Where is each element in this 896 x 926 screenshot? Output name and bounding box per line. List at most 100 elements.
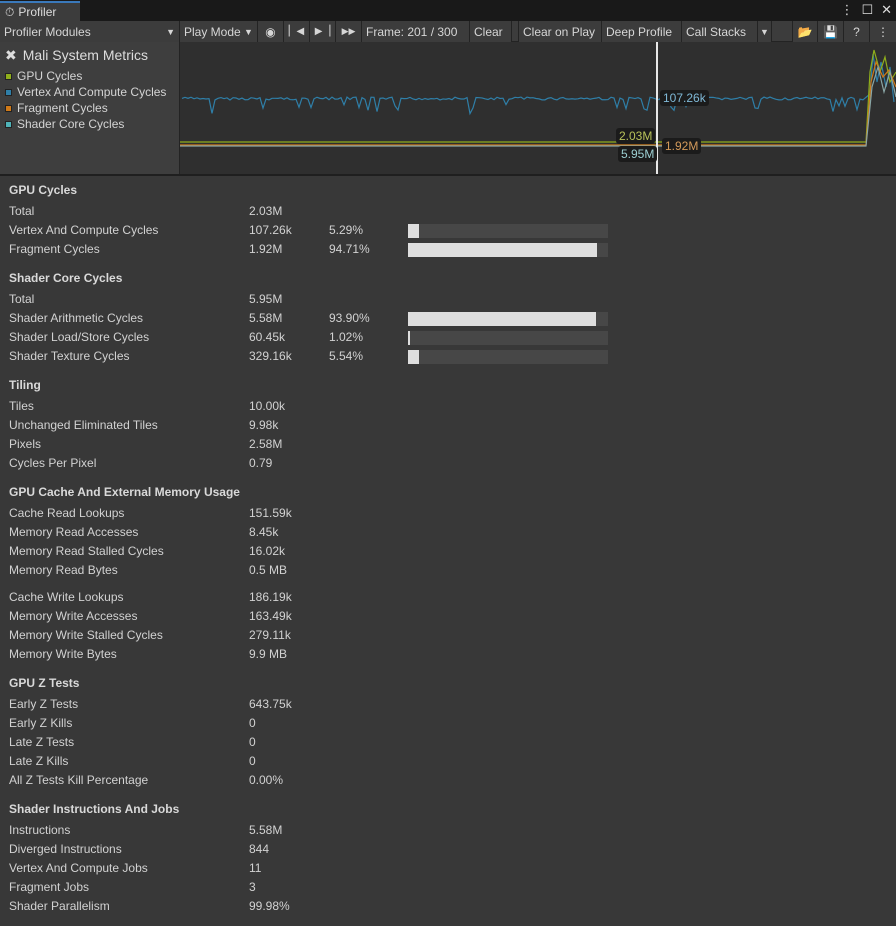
- metric-row: Total 2.03M: [0, 202, 896, 221]
- chevron-down-icon: ▼: [166, 26, 175, 37]
- deep-profile-toggle[interactable]: Deep Profile: [602, 21, 682, 42]
- metric-label: Cache Read Lookups: [9, 506, 125, 520]
- metric-percent: 93.90%: [329, 311, 370, 325]
- metric-row: Fragment Jobs 3: [0, 878, 896, 897]
- chevron-down-icon: ▼: [760, 26, 769, 37]
- clear-button[interactable]: Clear: [470, 21, 512, 42]
- metric-value: 3: [249, 880, 256, 894]
- metric-row: Cache Write Lookups 186.19k: [0, 588, 896, 607]
- metric-value: 279.11k: [249, 628, 291, 642]
- previous-frame-button[interactable]: ▏◀: [284, 21, 310, 42]
- fast-forward-icon: ▶▶: [341, 26, 356, 36]
- metrics-section: GPU Cache And External Memory Usage Cache…: [0, 483, 896, 664]
- metric-row: Shader Arithmetic Cycles 5.58M 93.90%: [0, 309, 896, 328]
- metric-row: Cycles Per Pixel 0.79: [0, 454, 896, 473]
- gpu-series-line: [180, 49, 896, 143]
- close-icon[interactable]: ✕: [881, 2, 892, 17]
- metric-value: 0: [249, 754, 256, 768]
- vertex-value-label: 107.26k: [660, 90, 709, 106]
- metric-value: 0.79: [249, 456, 273, 470]
- metric-label: Fragment Cycles: [9, 242, 100, 256]
- color-swatch-icon: [5, 120, 12, 128]
- section-header: Shader Instructions And Jobs: [9, 802, 180, 816]
- stopwatch-icon: ⏱: [5, 4, 15, 19]
- metrics-section: GPU Cycles Total 2.03M Vertex And Compute C…: [0, 181, 896, 259]
- color-swatch-icon: [5, 72, 12, 80]
- profiler-modules-dropdown[interactable]: Profiler Modules ▼: [0, 21, 180, 42]
- metric-row: Late Z Tests 0: [0, 733, 896, 752]
- splitter[interactable]: [0, 174, 896, 176]
- color-swatch-icon: [5, 104, 12, 112]
- metric-label: Vertex And Compute Jobs: [9, 861, 148, 875]
- section-header: GPU Cache And External Memory Usage: [9, 485, 240, 499]
- metric-row: Unchanged Eliminated Tiles 9.98k: [0, 416, 896, 435]
- metric-label: Tiles: [9, 399, 34, 413]
- tools-icon: ✖: [5, 46, 17, 63]
- more-button[interactable]: ⋮: [870, 21, 896, 42]
- next-frame-button[interactable]: ▶▕: [310, 21, 336, 42]
- metric-row: Instructions 5.58M: [0, 821, 896, 840]
- legend-item[interactable]: GPU Cycles: [0, 68, 179, 84]
- metric-label: Total: [9, 204, 35, 218]
- save-icon: 💾: [823, 24, 838, 39]
- module-title[interactable]: Mali System Metrics: [22, 47, 148, 63]
- metric-value: 1.92M: [249, 242, 283, 256]
- legend-item[interactable]: Vertex And Compute Cycles: [0, 84, 179, 100]
- more-icon[interactable]: ⋮: [840, 2, 854, 17]
- metric-value: 16.02k: [249, 544, 286, 558]
- section-header: GPU Cycles: [9, 183, 78, 197]
- metric-label: Shader Parallelism: [9, 899, 110, 913]
- metric-bar: [408, 331, 608, 345]
- vertex-series-line: [181, 53, 895, 116]
- help-button[interactable]: ?: [844, 21, 870, 42]
- toolbar: Profiler Modules ▼ Play Mode ▼ ◉ ▏◀ ▶▕ ▶▶…: [0, 21, 896, 42]
- metric-value: 0.00%: [249, 773, 284, 787]
- metric-value: 0: [249, 735, 256, 749]
- metric-row: Fragment Cycles 1.92M 94.71%: [0, 240, 896, 259]
- legend-item[interactable]: Fragment Cycles: [0, 100, 179, 116]
- metric-row: Early Z Kills 0: [0, 714, 896, 733]
- clear-on-play-toggle[interactable]: Clear on Play: [518, 21, 602, 42]
- maximize-icon[interactable]: ☐: [861, 2, 874, 17]
- section-header: GPU Z Tests: [9, 676, 80, 690]
- metric-row: Memory Write Stalled Cycles 279.11k: [0, 626, 896, 645]
- call-stacks-dropdown[interactable]: ▼: [758, 21, 772, 42]
- metric-label: Shader Arithmetic Cycles: [9, 311, 144, 325]
- load-button[interactable]: 📂: [792, 21, 818, 42]
- step-back-icon: ▏◀: [288, 26, 305, 37]
- metric-row: Memory Read Accesses 8.45k: [0, 523, 896, 542]
- details-panel: GPU Cycles Total 2.03M Vertex And Compute C…: [0, 181, 896, 926]
- metrics-chart[interactable]: 107.26k 2.03M 5.95M 1.92M: [180, 42, 896, 174]
- metric-label: Memory Read Bytes: [9, 563, 118, 577]
- metric-row: Early Z Tests 643.75k: [0, 695, 896, 714]
- save-button[interactable]: 💾: [818, 21, 844, 42]
- play-mode-dropdown[interactable]: Play Mode ▼: [180, 21, 258, 42]
- metric-row: Shader Texture Cycles 329.16k 5.54%: [0, 347, 896, 366]
- metric-value: 11: [249, 861, 262, 875]
- record-icon: ◉: [265, 24, 276, 39]
- tab-profiler[interactable]: ⏱ Profiler: [0, 1, 80, 21]
- metric-row: Tiles 10.00k: [0, 397, 896, 416]
- metric-label: Fragment Jobs: [9, 880, 90, 894]
- metric-label: Memory Write Bytes: [9, 647, 117, 661]
- record-button[interactable]: ◉: [258, 21, 284, 42]
- metric-value: 643.75k: [249, 697, 292, 711]
- metric-value: 5.58M: [249, 823, 283, 837]
- metric-value: 107.26k: [249, 223, 292, 237]
- last-frame-button[interactable]: ▶▶: [336, 21, 362, 42]
- legend-item[interactable]: Shader Core Cycles: [0, 116, 179, 132]
- metric-row: Memory Read Stalled Cycles 16.02k: [0, 542, 896, 561]
- metric-percent: 94.71%: [329, 242, 370, 256]
- tab-bar: ⏱ Profiler ⋮ ☐ ✕: [0, 0, 896, 21]
- call-stacks-toggle[interactable]: Call Stacks: [682, 21, 758, 42]
- metric-bar-fill: [408, 224, 419, 238]
- metric-row: Memory Write Bytes 9.9 MB: [0, 645, 896, 664]
- metric-row: Memory Read Bytes 0.5 MB: [0, 561, 896, 580]
- metric-value: 9.98k: [249, 418, 279, 432]
- metric-label: All Z Tests Kill Percentage: [9, 773, 149, 787]
- metric-label: Early Z Kills: [9, 716, 73, 730]
- metric-value: 5.58M: [249, 311, 283, 325]
- metric-row: Vertex And Compute Cycles 107.26k 5.29%: [0, 221, 896, 240]
- metric-value: 60.45k: [249, 330, 286, 344]
- step-forward-icon: ▶▕: [314, 26, 331, 37]
